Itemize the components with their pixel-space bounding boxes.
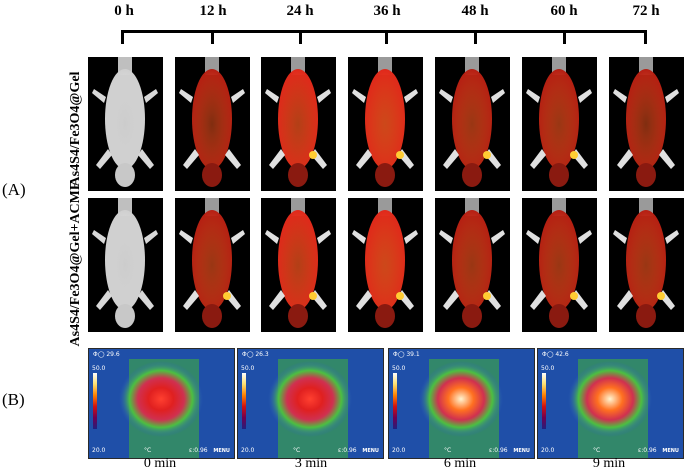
thermal-color-scale — [242, 373, 246, 429]
fluorescence-image-r1-c4 — [348, 57, 423, 191]
thermal-emissivity: ε:0.96 — [489, 447, 508, 454]
thermal-scale-min: 20.0 — [92, 447, 106, 454]
thermal-scale-min: 20.0 — [241, 447, 255, 454]
thermal-unit: °C — [593, 447, 601, 454]
thermal-time-label-6min: 6 min — [443, 456, 477, 471]
thermal-image-1: Φ◯ 29.6 50.0 20.0 °C ε:0.96 MENU — [88, 348, 235, 459]
thermal-menu-label: MENU — [362, 448, 379, 454]
thermal-temp-readout: Φ◯ 39.1 — [393, 351, 420, 358]
thermal-unit: °C — [444, 447, 452, 454]
fluorescence-image-r2-c4 — [348, 198, 423, 332]
timeline-tick — [563, 30, 566, 44]
thermal-temp-readout: Φ◯ 42.6 — [542, 351, 569, 358]
timeline-tick — [385, 30, 388, 44]
fluorescence-image-r2-c6 — [522, 198, 597, 332]
fluorescence-image-r2-c2 — [175, 198, 250, 332]
thermal-scale-max: 50.0 — [541, 365, 555, 372]
fluorescence-image-r1-c2 — [175, 57, 250, 191]
timeline-tick — [211, 30, 214, 44]
timeline-bar — [121, 30, 646, 33]
fluorescence-image-r1-c5 — [435, 57, 510, 191]
thermal-image-4: Φ◯ 42.6 50.0 20.0 °C ε:0.96 MENU — [537, 348, 684, 459]
thermal-menu-label: MENU — [513, 448, 530, 454]
thermal-emissivity: ε:0.96 — [189, 447, 208, 454]
fluorescence-image-r1-c7 — [609, 57, 684, 191]
thermal-emissivity: ε:0.96 — [638, 447, 657, 454]
fluorescence-image-r2-c5 — [435, 198, 510, 332]
thermal-scale-min: 20.0 — [392, 447, 406, 454]
thermal-time-label-3min: 3 min — [294, 456, 328, 471]
time-label-48h: 48 h — [461, 3, 489, 19]
thermal-menu-label: MENU — [662, 448, 679, 454]
thermal-temp-readout: Φ◯ 26.3 — [242, 351, 269, 358]
fluorescence-image-r2-c7 — [609, 198, 684, 332]
fluorescence-image-r1-c1 — [88, 57, 163, 191]
thermal-color-scale — [542, 373, 546, 429]
time-label-12h: 12 h — [199, 3, 227, 19]
time-label-0h: 0 h — [114, 3, 134, 19]
fluorescence-image-r1-c3 — [261, 57, 336, 191]
thermal-unit: °C — [144, 447, 152, 454]
panel-label-a: (A) — [2, 180, 26, 199]
time-label-72h: 72 h — [632, 3, 660, 19]
thermal-image-2: Φ◯ 26.3 50.0 20.0 °C ε:0.96 MENU — [237, 348, 384, 459]
thermal-temp-readout: Φ◯ 29.6 — [93, 351, 120, 358]
time-label-24h: 24 h — [286, 3, 314, 19]
thermal-scale-max: 50.0 — [92, 365, 106, 372]
thermal-emissivity: ε:0.96 — [338, 447, 357, 454]
time-label-60h: 60 h — [550, 3, 578, 19]
fluorescence-image-r2-c1 — [88, 198, 163, 332]
thermal-image-3: Φ◯ 39.1 50.0 20.0 °C ε:0.96 MENU — [388, 348, 535, 459]
thermal-time-label-9min: 9 min — [592, 456, 626, 471]
thermal-menu-label: MENU — [213, 448, 230, 454]
time-label-36h: 36 h — [373, 3, 401, 19]
thermal-unit: °C — [293, 447, 301, 454]
timeline-tick — [121, 30, 124, 44]
panel-label-b: (B) — [2, 390, 25, 409]
thermal-color-scale — [93, 373, 97, 429]
thermal-time-label-0min: 0 min — [143, 456, 177, 471]
timeline-tick — [474, 30, 477, 44]
thermal-scale-min: 20.0 — [541, 447, 555, 454]
thermal-scale-max: 50.0 — [241, 365, 255, 372]
timeline-tick — [299, 30, 302, 44]
fluorescence-image-r2-c3 — [261, 198, 336, 332]
timeline-tick — [644, 30, 647, 44]
row-label-gel-acmf: As4S4/Fe3O4@Gel+ACMF — [68, 181, 83, 347]
thermal-scale-max: 50.0 — [392, 365, 406, 372]
thermal-color-scale — [393, 373, 397, 429]
fluorescence-image-r1-c6 — [522, 57, 597, 191]
